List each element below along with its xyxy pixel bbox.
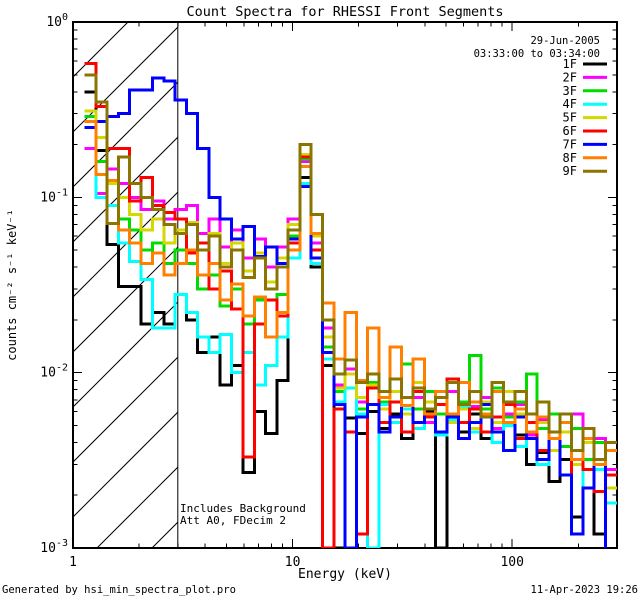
legend-label: 7F xyxy=(563,137,577,151)
spectra-curves xyxy=(84,62,617,548)
note-includes-background: Includes Background xyxy=(180,502,306,515)
hatch-line xyxy=(73,301,178,408)
spectrum-curve-8F xyxy=(84,120,617,466)
legend-item-4F: 4F xyxy=(563,97,607,111)
spectrum-curve-6F xyxy=(84,62,617,548)
legend-item-3F: 3F xyxy=(563,84,607,98)
hatch-line xyxy=(73,22,129,78)
chart-title: Count Spectra for RHESSI Front Segments xyxy=(187,4,504,20)
hatch-line xyxy=(73,26,178,133)
footer-timestamp: 11-Apr-2023 19:26 xyxy=(531,584,638,596)
legend-label: 6F xyxy=(563,124,577,138)
y-tick-label: 10-2 xyxy=(40,363,68,381)
hatch-line xyxy=(73,136,178,243)
y-axis-label: counts cm⁻² s⁻¹ keV⁻¹ xyxy=(5,209,19,361)
spectrum-curve-1F xyxy=(84,90,617,548)
x-tick-label: 10 xyxy=(285,555,301,570)
hatch-line xyxy=(73,246,178,353)
legend-date: 29-Jun-2005 xyxy=(530,35,600,47)
hatch-line xyxy=(73,191,178,298)
legend-item-6F: 6F xyxy=(563,124,607,138)
legend-label: 1F xyxy=(563,57,577,71)
legend-label: 5F xyxy=(563,111,577,125)
legend-label: 3F xyxy=(563,84,577,98)
spectrum-curve-4F xyxy=(84,126,617,548)
legend-item-7F: 7F xyxy=(563,137,607,151)
legend-label: 4F xyxy=(563,97,577,111)
y-tick-label: 10-1 xyxy=(40,187,68,205)
legend-label: 8F xyxy=(563,151,577,165)
legend-time-range: 03:33:00 to 03:34:00 xyxy=(474,48,600,60)
y-tick-label: 10-3 xyxy=(40,538,68,556)
hatch-line xyxy=(73,81,178,188)
x-axis-label: Energy (keV) xyxy=(298,567,392,582)
legend-label: 2F xyxy=(563,70,577,84)
y-tick-label: 100 xyxy=(46,12,68,30)
axis-ticks: 1 10 100 100 10-1 10-2 10-3 xyxy=(40,12,617,570)
legend-item-1F: 1F xyxy=(563,57,607,71)
legend-label: 9F xyxy=(563,164,577,178)
legend-item-9F: 9F xyxy=(563,164,607,178)
x-tick-label: 100 xyxy=(500,555,523,570)
footer-generated-by: Generated by hsi_min_spectra_plot.pro xyxy=(2,584,236,596)
x-tick-label: 1 xyxy=(69,555,77,570)
note-attenuator-state: Att A0, FDecim 2 xyxy=(180,514,286,527)
legend-item-2F: 2F xyxy=(563,70,607,84)
hatch-line xyxy=(73,356,178,463)
hatch-line xyxy=(73,411,178,518)
legend-item-8F: 8F xyxy=(563,151,607,165)
legend-item-5F: 5F xyxy=(563,111,607,125)
spectrum-curve-9F xyxy=(84,73,617,461)
